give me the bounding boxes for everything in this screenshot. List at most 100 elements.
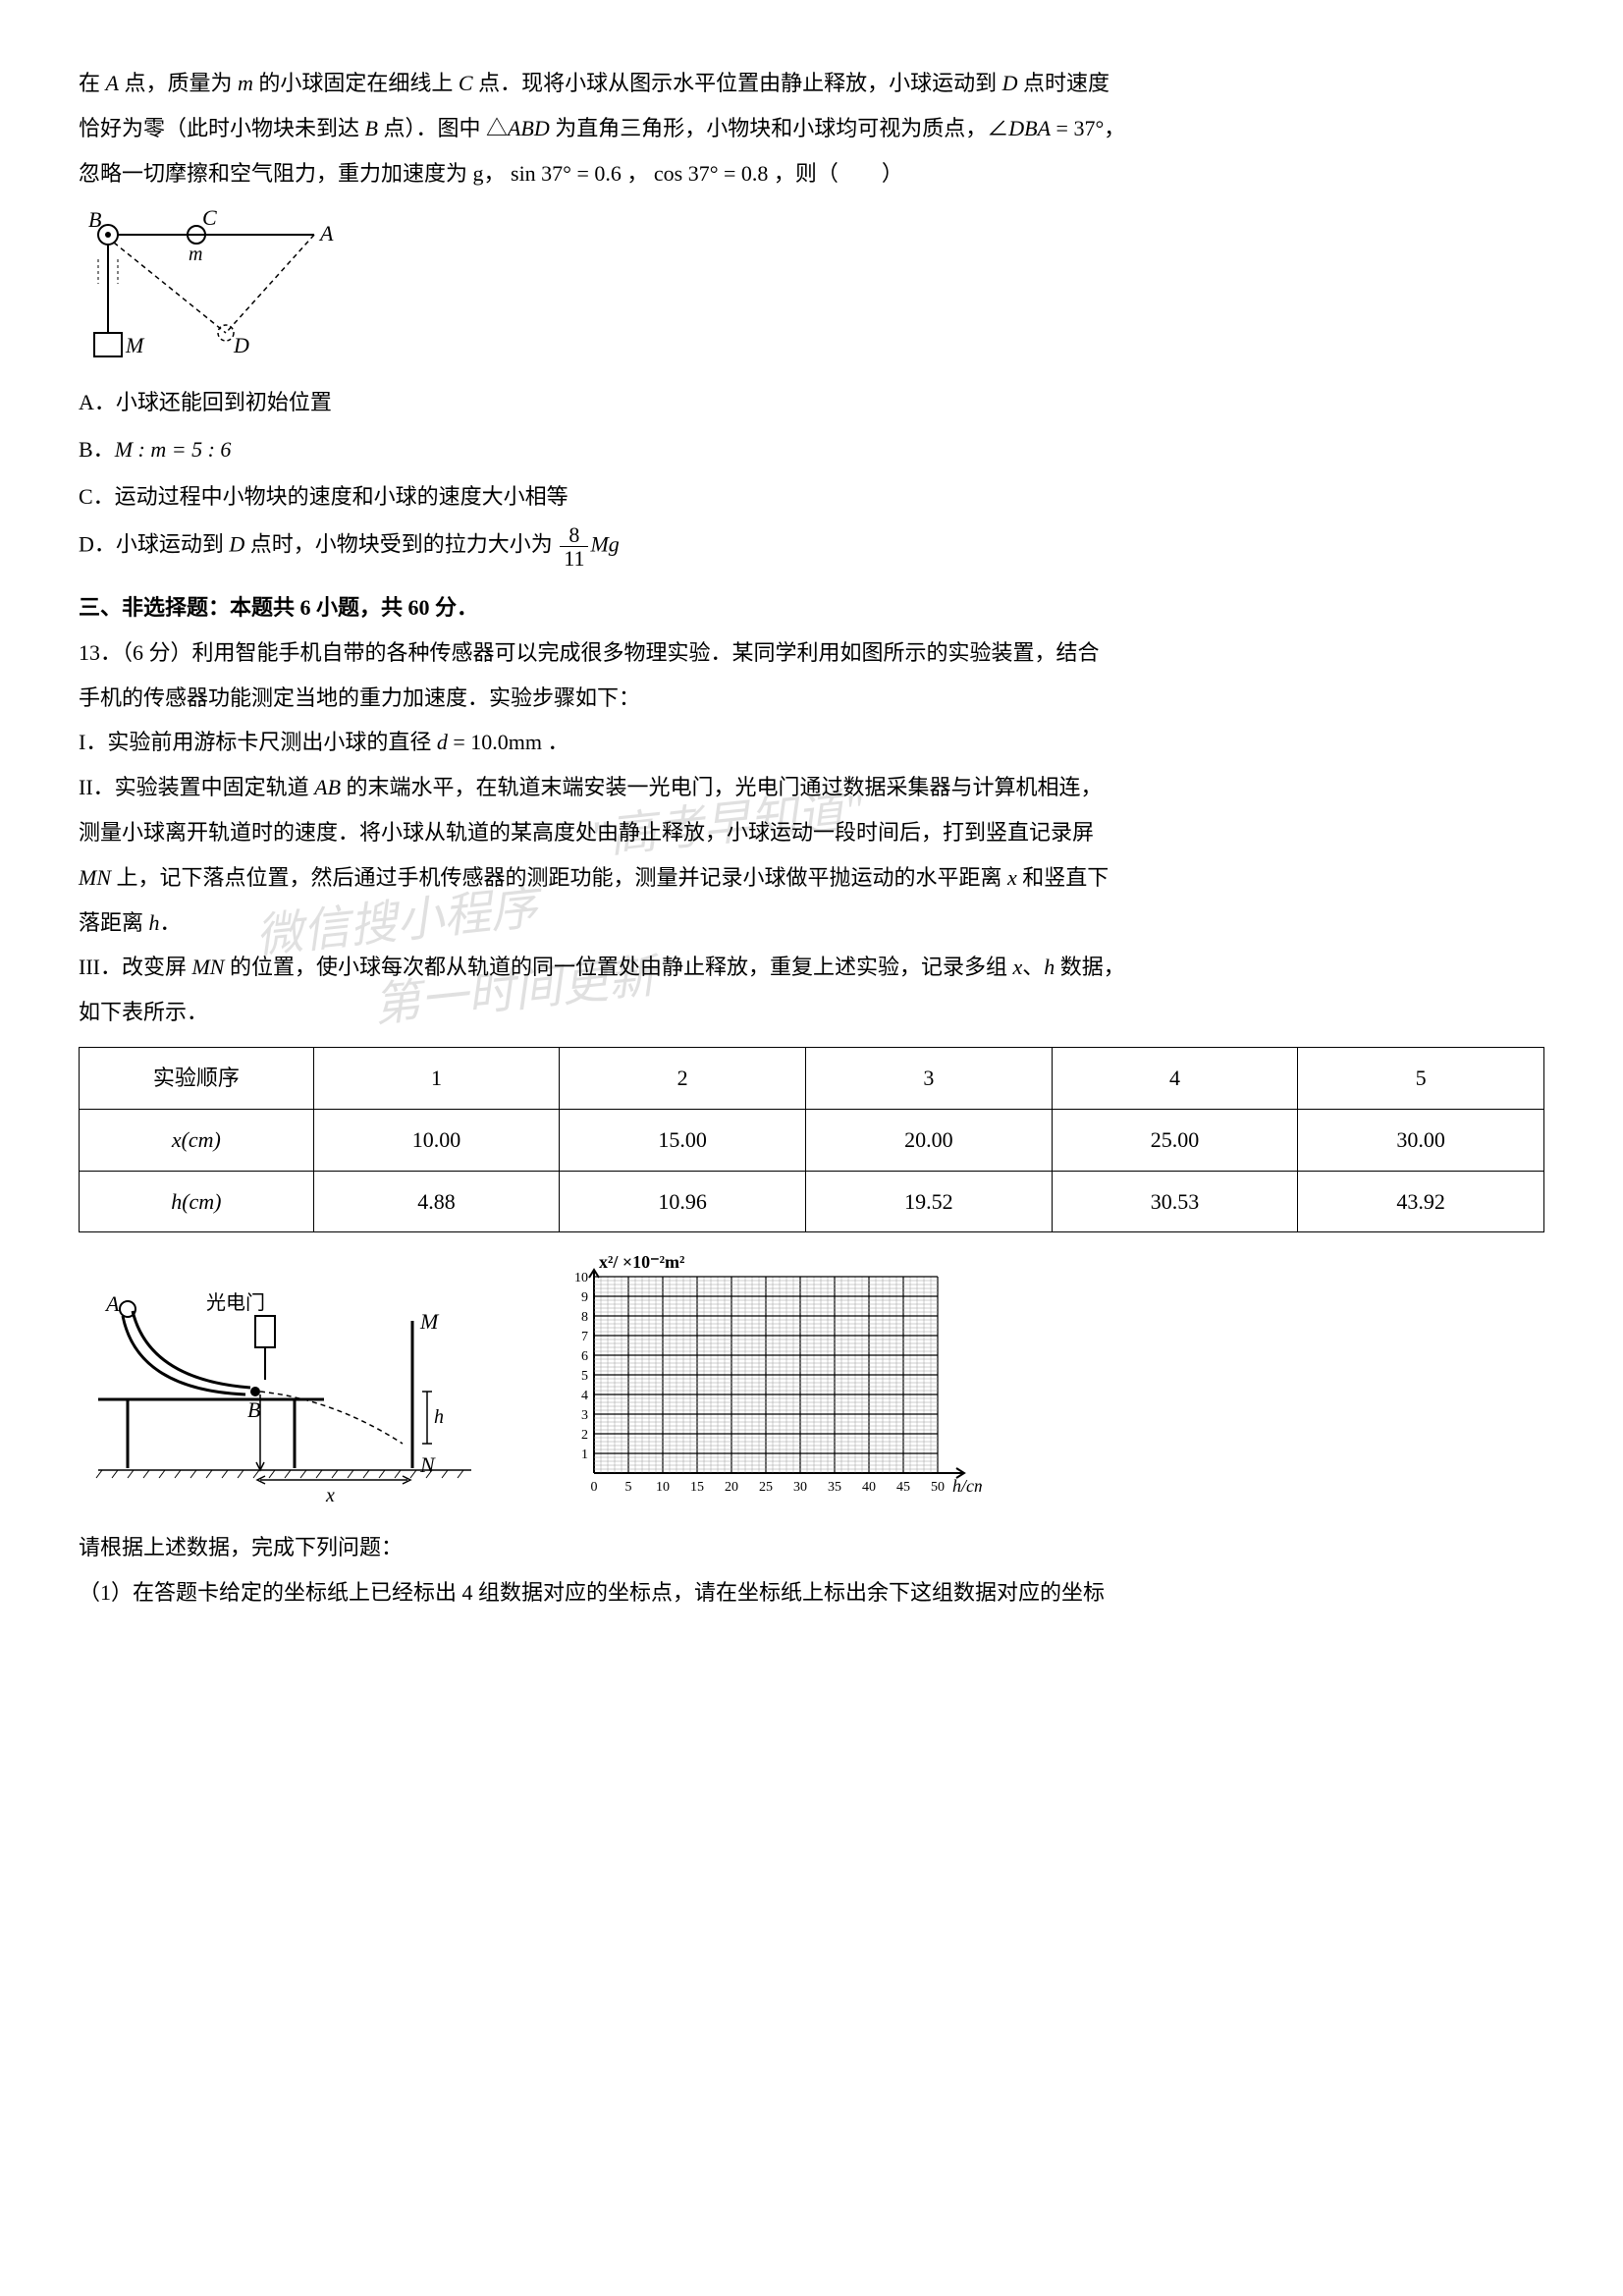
cell: 20.00 <box>806 1109 1053 1171</box>
var-A: A <box>106 71 119 95</box>
svg-text:45: 45 <box>896 1480 910 1495</box>
gate-label: 光电门 <box>206 1291 265 1314</box>
label-C: C <box>202 205 217 230</box>
q12-line3: 忽略一切摩擦和空气阻力，重力加速度为 g， sin 37° = 0.6 ， co… <box>79 153 1544 194</box>
txt: ． <box>160 910 182 935</box>
txt: 的小球固定在细线上 <box>253 71 459 95</box>
label-N2: N <box>419 1452 436 1477</box>
data-table: 实验顺序 1 2 3 4 5 x(cm) 10.00 15.00 20.00 2… <box>79 1047 1544 1232</box>
txt: 的末端水平，在轨道末端安装一光电门，光电门通过数据采集器与计算机相连， <box>341 775 1103 799</box>
svg-text:5: 5 <box>625 1480 632 1495</box>
opt-D-Mg: Mg <box>590 531 619 556</box>
graph-xlabel: h/cm <box>952 1476 982 1496</box>
svg-text:9: 9 <box>581 1290 588 1305</box>
graph-ylabel: x²/ ×10⁻²m² <box>599 1252 684 1272</box>
label-D: D <box>233 333 249 357</box>
step-III-b: 如下表所示． <box>79 992 1544 1033</box>
label-m: m <box>189 244 202 265</box>
var-d: d <box>437 730 448 754</box>
svg-text:20: 20 <box>725 1480 738 1495</box>
step-II-b: 测量小球离开轨道时的速度．将小球从轨道的某高度处由静止释放，小球运动一段时间后，… <box>79 812 1544 853</box>
txt: x(cm) <box>172 1127 221 1152</box>
th-1: 1 <box>313 1047 560 1109</box>
opt-B-prefix: B． <box>79 437 115 462</box>
page-wrap: "高考早知道" 微信搜小程序 第一时间更新 在 A 点，质量为 m 的小球固定在… <box>79 63 1544 1613</box>
txt: 恰好为零（此时小物块未到达 <box>79 116 365 140</box>
svg-text:15: 15 <box>690 1480 704 1495</box>
svg-text:7: 7 <box>581 1330 588 1344</box>
svg-text:8: 8 <box>581 1310 588 1325</box>
var-h2: h <box>1044 955 1055 979</box>
label-Mblock: M <box>125 333 145 357</box>
option-B: B．M : m = 5 : 6 <box>79 429 1544 470</box>
txt: 数据， <box>1055 955 1125 979</box>
th-label: 实验顺序 <box>80 1047 314 1109</box>
var-x2: x <box>1013 955 1023 979</box>
th-4: 4 <box>1052 1047 1298 1109</box>
txt: = 10.0mm ． <box>448 730 569 754</box>
table-row-header: 实验顺序 1 2 3 4 5 <box>80 1047 1544 1109</box>
var-B: B <box>365 116 378 140</box>
step-II-d: 落距离 h． <box>79 902 1544 944</box>
txt: 和竖直下 <box>1017 865 1109 890</box>
var-h: h <box>149 910 160 935</box>
row-x-label: x(cm) <box>80 1109 314 1171</box>
table-row-h: h(cm) 4.88 10.96 19.52 30.53 43.92 <box>80 1171 1544 1232</box>
th-5: 5 <box>1298 1047 1544 1109</box>
txt: 落距离 <box>79 910 149 935</box>
cell: 30.53 <box>1052 1171 1298 1232</box>
var-MN: MN <box>79 865 111 890</box>
option-D: D．小球运动到 D 点时，小物块受到的拉力大小为 811Mg <box>79 523 1544 570</box>
label-A: A <box>318 221 334 246</box>
txt: 点，质量为 <box>119 71 238 95</box>
cell: 30.00 <box>1298 1109 1544 1171</box>
th-3: 3 <box>806 1047 1053 1109</box>
option-C: C．运动过程中小物块的速度和小球的速度大小相等 <box>79 476 1544 518</box>
txt: 点．现将小球从图示水平位置由静止释放，小球运动到 <box>473 71 1002 95</box>
cell: 10.96 <box>560 1171 806 1232</box>
row-h-label: h(cm) <box>80 1171 314 1232</box>
step-I: I．实验前用游标卡尺测出小球的直径 d = 10.0mm ． <box>79 722 1544 763</box>
step-II-a: II．实验装置中固定轨道 AB 的末端水平，在轨道末端安装一光电门，光电门通过数… <box>79 767 1544 808</box>
svg-text:4: 4 <box>581 1389 588 1403</box>
label-A2: A <box>104 1291 120 1316</box>
svg-text:25: 25 <box>759 1480 773 1495</box>
txt: 点时速度 <box>1017 71 1109 95</box>
apparatus-figure: A 光电门 B M N h <box>79 1262 491 1507</box>
svg-text:10: 10 <box>656 1480 670 1495</box>
txt: 在 <box>79 71 106 95</box>
svg-text:6: 6 <box>581 1349 588 1364</box>
table-row-x: x(cm) 10.00 15.00 20.00 25.00 30.00 <box>80 1109 1544 1171</box>
th-2: 2 <box>560 1047 806 1109</box>
svg-text:10: 10 <box>574 1271 588 1285</box>
svg-text:2: 2 <box>581 1428 588 1443</box>
section-3-title: 三、非选择题：本题共 6 小题，共 60 分． <box>79 587 1544 629</box>
q12-line1: 在 A 点，质量为 m 的小球固定在细线上 C 点．现将小球从图示水平位置由静止… <box>79 63 1544 104</box>
opt-D-mid: 点时，小物块受到的拉力大小为 <box>244 531 558 556</box>
txt: = 37°， <box>1051 116 1125 140</box>
grid-graph: x²/ ×10⁻²m² 05101520253035404550 1234567… <box>540 1252 982 1507</box>
step-III-a: III．改变屏 MN 的位置，使小球每次都从轨道的同一位置处由静止释放，重复上述… <box>79 947 1544 988</box>
label-B2: B <box>247 1397 260 1422</box>
svg-text:5: 5 <box>581 1369 588 1384</box>
frac-den: 11 <box>560 547 588 570</box>
opt-D-prefix: D．小球运动到 <box>79 531 229 556</box>
svg-text:35: 35 <box>828 1480 841 1495</box>
sub-q1: （1）在答题卡给定的坐标纸上已经标出 4 组数据对应的坐标点，请在坐标纸上标出余… <box>79 1572 1544 1613</box>
q13-line1: 13．（6 分）利用智能手机自带的各种传感器可以完成很多物理实验．某同学利用如图… <box>79 632 1544 674</box>
svg-text:0: 0 <box>591 1480 598 1495</box>
q12-figure: B A C m D M <box>79 205 1544 372</box>
fraction-8-11: 811 <box>560 523 588 570</box>
svg-text:50: 50 <box>931 1480 945 1495</box>
var-x: x <box>1007 865 1017 890</box>
figures-row: A 光电门 B M N h <box>79 1252 1544 1507</box>
var-D: D <box>1002 71 1018 95</box>
label-M2: M <box>419 1309 440 1334</box>
frac-num: 8 <box>560 523 588 547</box>
cell: 15.00 <box>560 1109 806 1171</box>
step-II-c: MN 上，记下落点位置，然后通过手机传感器的测距功能，测量并记录小球做平抛运动的… <box>79 857 1544 899</box>
var-DBA: DBA <box>1008 116 1051 140</box>
txt: III．改变屏 <box>79 955 191 979</box>
txt: 、 <box>1022 955 1044 979</box>
txt: h(cm) <box>171 1189 221 1214</box>
